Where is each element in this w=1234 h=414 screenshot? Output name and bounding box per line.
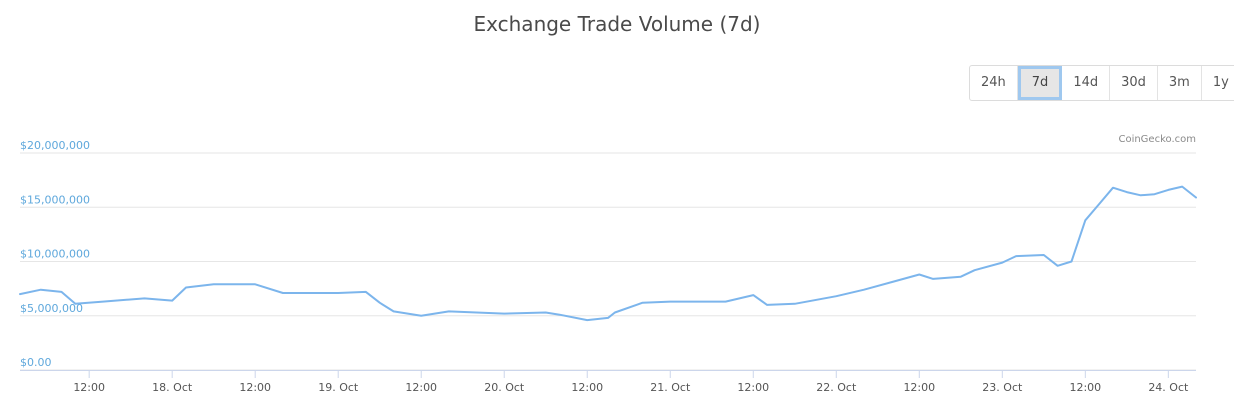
x-tick-label: 12:00 [73,381,105,394]
x-tick-label: 23. Oct [982,381,1023,394]
x-tick-label: 12:00 [737,381,769,394]
y-tick-label: $0.00 [20,356,52,369]
x-tick-label: 24. Oct [1148,381,1189,394]
x-tick-label: 20. Oct [484,381,525,394]
x-tick-label: 21. Oct [650,381,691,394]
x-tick-label: 12:00 [571,381,603,394]
y-tick-label: $15,000,000 [20,193,90,206]
y-tick-label: $10,000,000 [20,248,90,261]
range-button-30d[interactable]: 30d [1110,66,1158,100]
range-button-1y[interactable]: 1y [1212,75,1229,90]
range-button-14d[interactable]: 14d [1062,66,1111,100]
chart-title: Exchange Trade Volume (7d) [473,12,761,36]
x-tick-label: 12:00 [1069,381,1101,394]
x-tick-label: 18. Oct [152,381,193,394]
x-tick-label: 12:00 [903,381,935,394]
x-tick-label: 22. Oct [816,381,857,394]
volume-line-series [19,185,1197,322]
x-tick-label: 19. Oct [318,381,359,394]
y-tick-label: $20,000,000 [20,139,90,152]
range-button-24h[interactable]: 24h [970,66,1018,100]
time-range-selector: 24h 7d 14d 30d 3m 1y [969,65,1234,101]
x-tick-label: 12:00 [239,381,271,394]
x-tick-label: 12:00 [405,381,437,394]
y-tick-label: $5,000,000 [20,302,83,315]
range-button-7d[interactable]: 7d [1017,66,1063,100]
range-button-3m[interactable]: 3m [1158,66,1202,100]
chart-credit[interactable]: CoinGecko.com [1118,134,1196,145]
